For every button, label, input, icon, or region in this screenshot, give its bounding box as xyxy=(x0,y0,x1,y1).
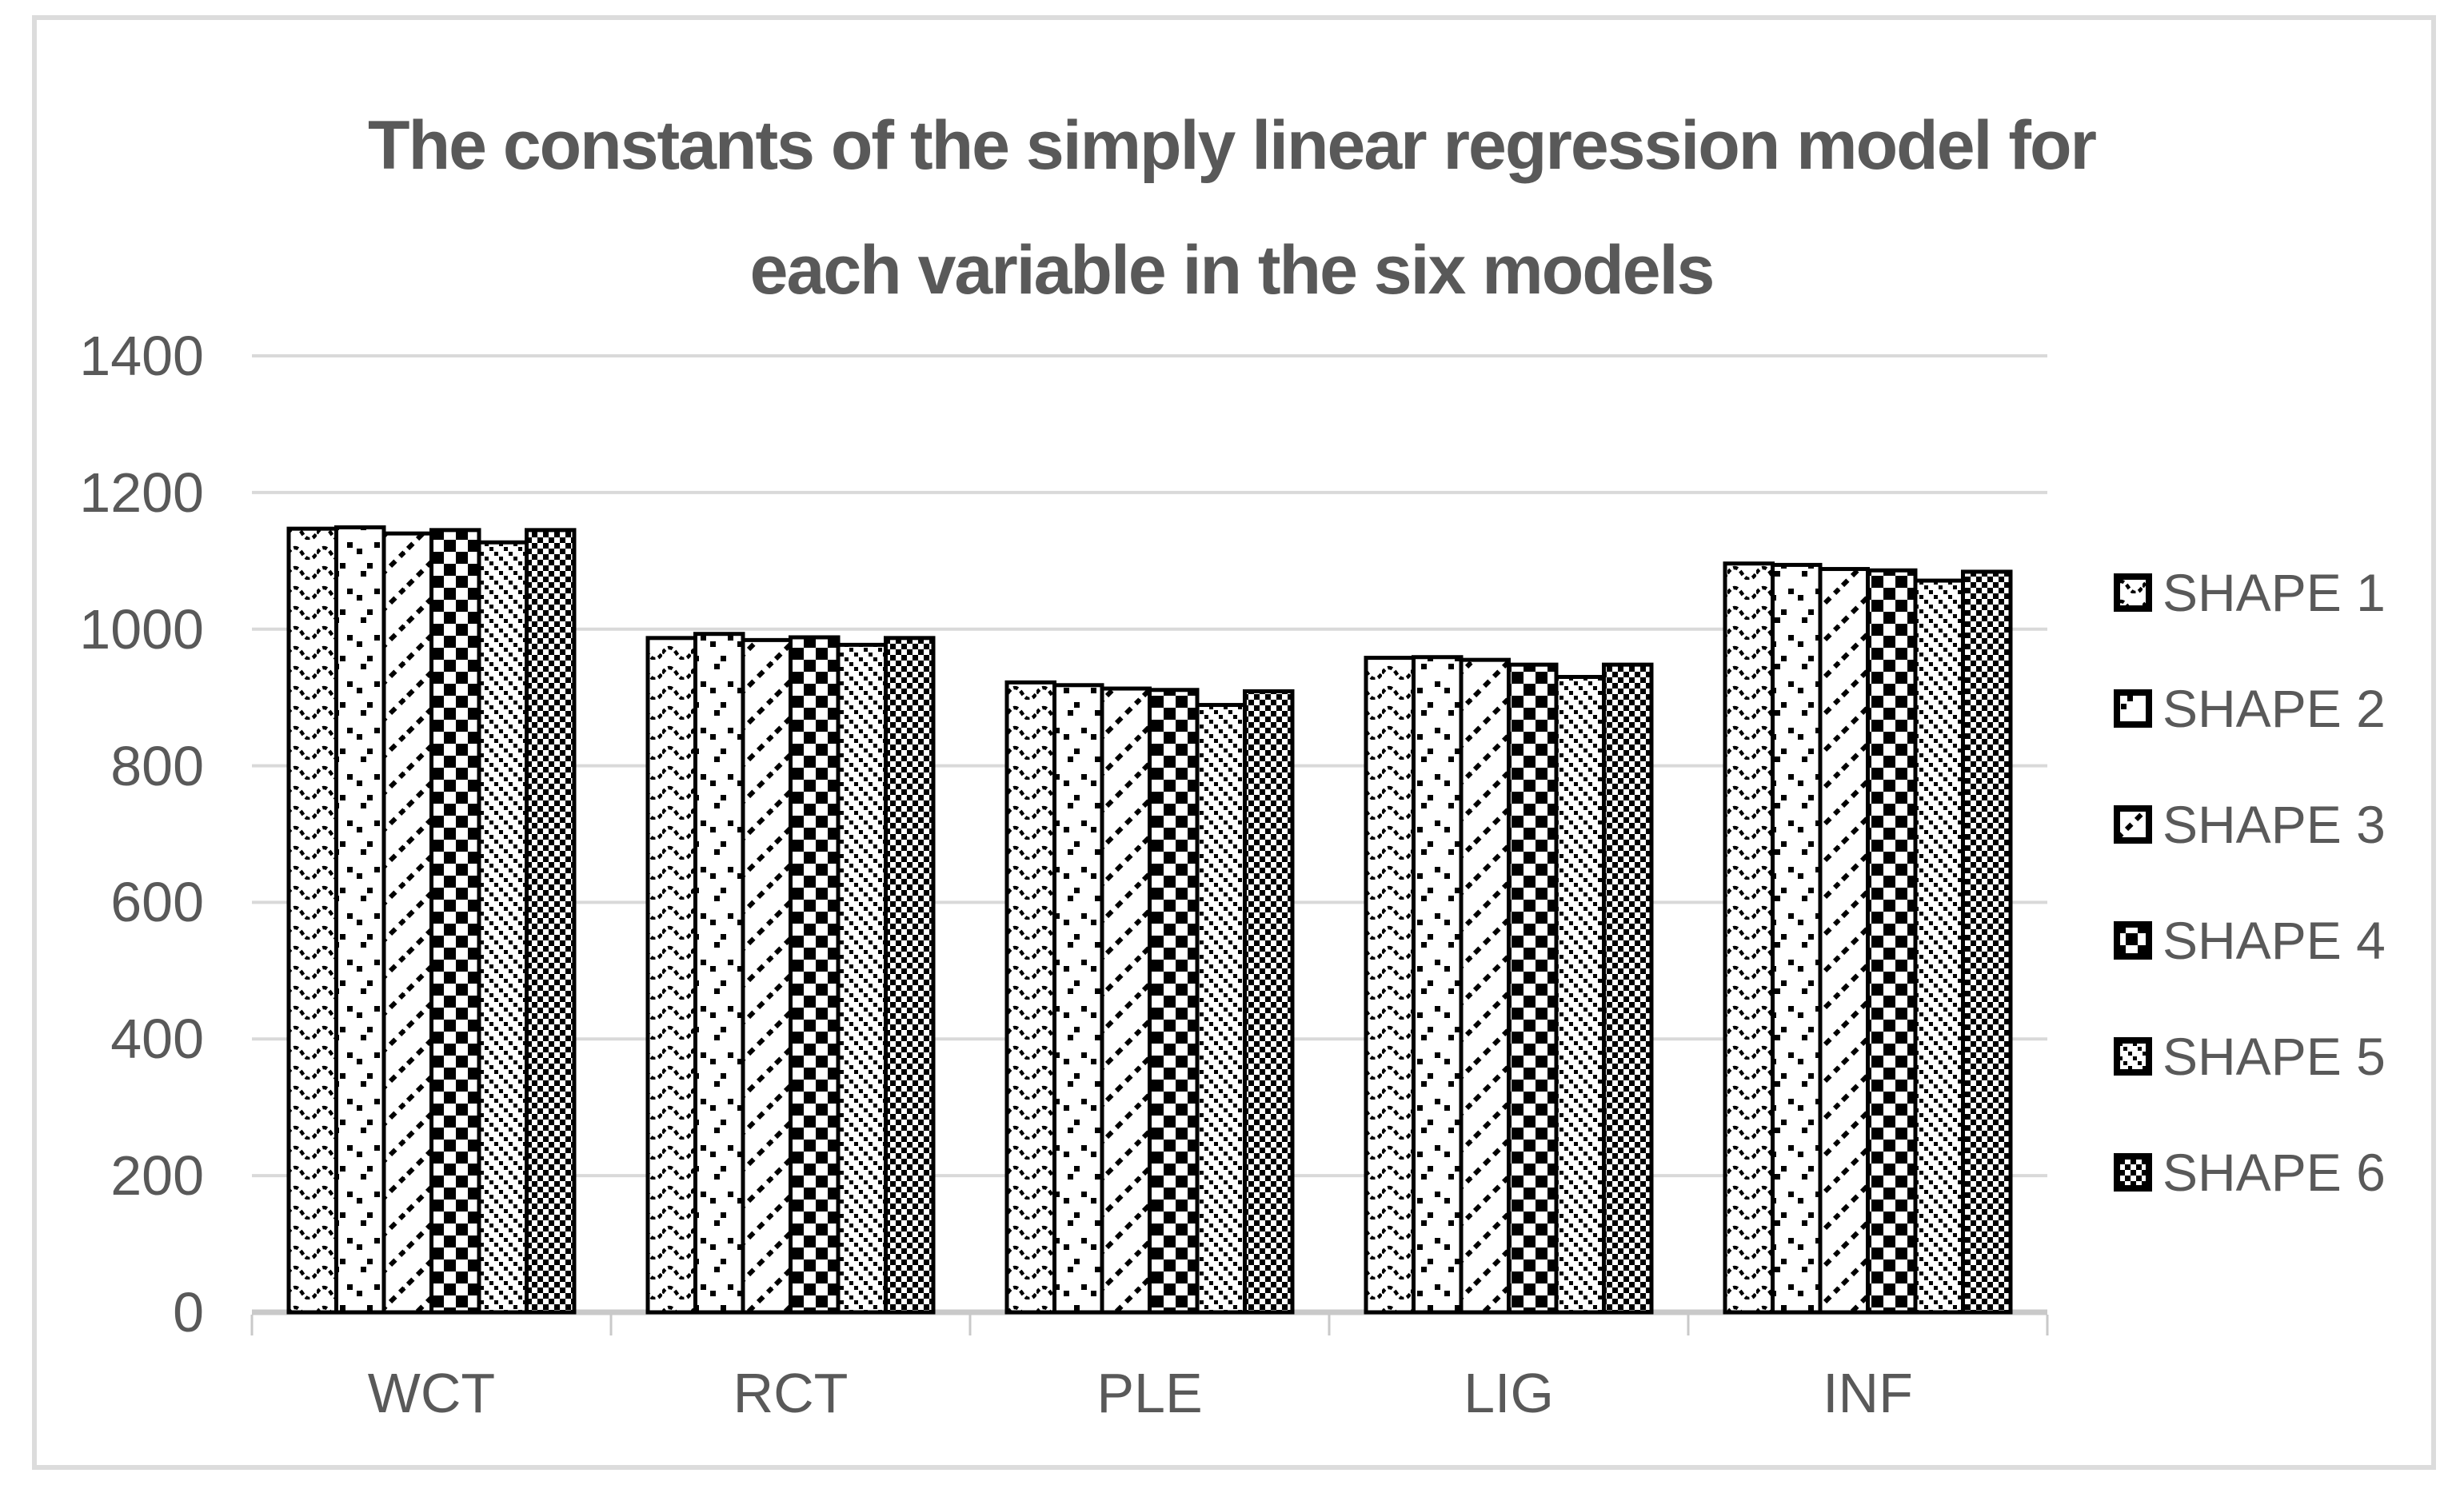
legend-swatch-wave xyxy=(2114,573,2152,612)
legend-label: SHAPE 2 xyxy=(2162,679,2386,738)
bar-ple-shape-4 xyxy=(1148,688,1200,1315)
chart-title-line2: each variable in the six models xyxy=(749,232,1715,309)
bar-wct-shape-2 xyxy=(334,525,386,1315)
bar-inf-shape-4 xyxy=(1866,568,1918,1315)
legend-swatch-dashed-diagonal-up xyxy=(2114,805,2152,844)
x-axis-label-lig: LIG xyxy=(1464,1362,1554,1424)
x-axis-label-wct: WCT xyxy=(367,1362,496,1424)
bar-wct-shape-4 xyxy=(429,528,481,1315)
legend-swatch-rect xyxy=(2114,805,2152,844)
legend-label: SHAPE 1 xyxy=(2162,563,2386,622)
bar-ple-shape-1 xyxy=(1004,680,1056,1315)
y-axis-label-200: 200 xyxy=(110,1144,204,1208)
bar-rct-shape-6 xyxy=(884,636,936,1315)
bar-ple-shape-3 xyxy=(1100,686,1152,1315)
legend-swatch-rect xyxy=(2114,573,2152,612)
y-axis-label-0: 0 xyxy=(173,1281,204,1343)
bar-inf-shape-5 xyxy=(1913,578,1965,1315)
legend-label: SHAPE 4 xyxy=(2162,911,2386,970)
y-axis-label-1400: 1400 xyxy=(79,325,204,387)
bar-rct-shape-4 xyxy=(789,635,841,1315)
legend-label: SHAPE 6 xyxy=(2162,1143,2386,1202)
legend-label: SHAPE 5 xyxy=(2162,1027,2386,1086)
bar-inf-shape-6 xyxy=(1961,569,2013,1315)
legend-swatch-small-checker xyxy=(2114,1153,2152,1192)
x-axis-label-rct: RCT xyxy=(733,1362,849,1424)
legend-item-shape-5: SHAPE 5 xyxy=(2114,1027,2386,1086)
bar-rct-shape-2 xyxy=(693,632,745,1315)
bar-wct-shape-5 xyxy=(477,540,529,1315)
x-axis-label-inf: INF xyxy=(1823,1362,1913,1424)
bar-lig-shape-3 xyxy=(1459,657,1511,1315)
y-axis-label-800: 800 xyxy=(110,734,204,797)
legend-item-shape-4: SHAPE 4 xyxy=(2114,911,2386,970)
y-axis-label-400: 400 xyxy=(110,1008,204,1071)
legend-item-shape-3: SHAPE 3 xyxy=(2114,795,2386,854)
y-axis-label-1200: 1200 xyxy=(79,461,204,524)
chart-title: The constants of the simply linear regre… xyxy=(272,83,2191,333)
legend-swatch-rect xyxy=(2114,1153,2152,1192)
y-axis-label-600: 600 xyxy=(110,871,204,934)
legend-label: SHAPE 3 xyxy=(2162,795,2386,854)
bar-lig-shape-5 xyxy=(1554,675,1606,1315)
bar-rct-shape-5 xyxy=(836,642,888,1315)
legend-swatch-large-checker xyxy=(2114,921,2152,960)
bar-ple-shape-2 xyxy=(1052,683,1104,1315)
bar-wct-shape-6 xyxy=(525,528,577,1315)
legend-swatch-rect xyxy=(2114,1037,2152,1076)
bar-lig-shape-4 xyxy=(1507,662,1559,1315)
chart-title-line1: The constants of the simply linear regre… xyxy=(368,107,2097,184)
legend-item-shape-2: SHAPE 2 xyxy=(2114,679,2386,738)
bar-wct-shape-3 xyxy=(381,531,433,1315)
bar-lig-shape-1 xyxy=(1364,656,1416,1315)
legend-swatch-dotted-diagonal-down xyxy=(2114,1037,2152,1076)
legend-swatch-sparse-dots xyxy=(2114,689,2152,728)
bar-rct-shape-3 xyxy=(741,637,793,1315)
y-axis-label-1000: 1000 xyxy=(79,597,204,661)
legend-swatch-rect xyxy=(2114,689,2152,728)
bar-inf-shape-2 xyxy=(1771,562,1823,1315)
bar-rct-shape-1 xyxy=(645,636,697,1315)
bar-lig-shape-6 xyxy=(1602,662,1654,1315)
bar-wct-shape-1 xyxy=(286,526,338,1315)
legend-item-shape-1: SHAPE 1 xyxy=(2114,563,2386,622)
bar-lig-shape-2 xyxy=(1412,655,1464,1315)
bar-ple-shape-6 xyxy=(1243,689,1295,1315)
bar-inf-shape-3 xyxy=(1818,567,1870,1315)
bar-inf-shape-1 xyxy=(1723,561,1775,1315)
legend-item-shape-6: SHAPE 6 xyxy=(2114,1143,2386,1202)
legend-swatch-rect xyxy=(2114,921,2152,960)
x-axis-label-ple: PLE xyxy=(1096,1362,1203,1424)
bar-ple-shape-5 xyxy=(1195,703,1247,1315)
